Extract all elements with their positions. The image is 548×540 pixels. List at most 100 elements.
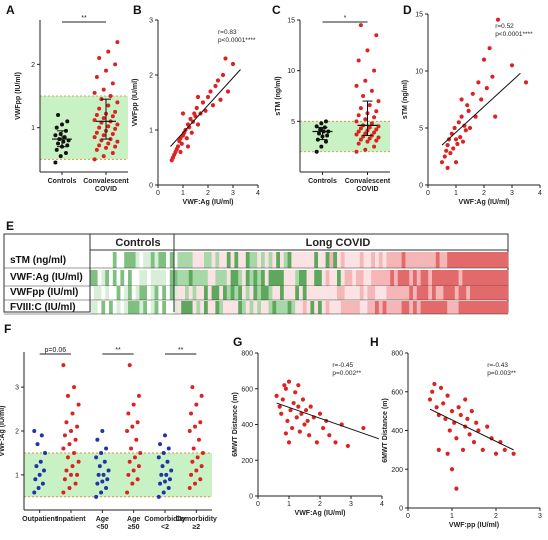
heatmap-cell [306,270,311,286]
data-point [115,40,120,45]
data-point [101,154,106,159]
heatmap-cell [337,270,342,286]
data-point [356,113,361,118]
data-point [307,433,312,438]
data-point [215,78,221,83]
data-point [200,450,205,455]
comparison-label: p=0.06 [45,347,67,354]
heatmap-cell [390,270,395,286]
data-point [220,72,226,78]
heatmap-cell [135,286,140,300]
data-point [198,420,203,425]
heatmap-cell [124,286,129,300]
data-point [308,404,313,409]
heatmap-cell [116,270,121,286]
data-point [432,381,437,387]
heatmap-cell [192,301,197,314]
data-point [493,451,499,456]
data-point [73,481,78,486]
data-point [358,23,363,28]
heatmap-cell [397,301,402,314]
x-tick-label: 4 [538,190,542,197]
heatmap-cell [318,252,323,268]
data-point [361,94,366,98]
heatmap-cell [162,252,167,268]
heatmap-cell [485,252,490,268]
heatmap-cell [181,286,186,300]
heatmap-cell [257,301,262,314]
heatmap-cell [280,301,285,314]
heatmap-cell [454,286,459,300]
heatmap-cell [348,286,353,300]
data-point [447,428,452,433]
heatmap-cell [416,286,421,300]
heatmap-cell [363,301,368,314]
data-point [291,400,296,406]
heatmap-cell [120,270,125,286]
y-axis-label: VWFpp (IU/ml) [132,79,139,127]
y-axis-label: 6MWT Distance (m) [382,398,389,463]
heatmap-cell [466,252,471,268]
heatmap-cell [394,270,399,286]
heatmap-cell [492,252,497,268]
heatmap-cell [249,252,254,268]
heatmap-cell [466,270,471,286]
data-point [97,143,102,148]
data-point [36,486,41,491]
heatmap-cell [272,301,277,314]
heatmap-cell [378,270,383,286]
data-point [363,131,368,136]
data-point [32,490,37,495]
heatmap-cell [245,301,250,314]
x-tick-label: Controls [48,178,77,185]
heatmap-cell [363,252,368,268]
heatmap-cell [378,252,383,268]
data-point [441,401,446,406]
heatmap-cell [283,252,288,268]
heatmap-cell [253,286,258,300]
heatmap-cell [150,301,155,314]
data-point [356,58,361,63]
heatmap-cell [215,270,220,286]
heatmap-cell [139,286,144,300]
heatmap-cell [428,301,433,314]
data-point [487,46,492,51]
heatmap-cell [245,286,250,300]
heatmap-cell [276,301,281,314]
data-point [283,431,288,436]
heatmap-cell [261,270,266,286]
data-point [453,137,459,142]
heatmap-cell [226,301,231,314]
regression-line [441,72,521,146]
data-point [187,429,192,433]
heatmap-cell [120,252,125,268]
heatmap-cell [401,286,406,300]
heatmap-cell [291,270,296,286]
heatmap-cell [359,301,364,314]
heatmap-cell [93,252,98,268]
heatmap-cell [97,286,102,300]
y-tick-label: 800 [391,351,403,358]
heatmap-cell [451,286,456,300]
heatmap-cell [500,301,505,314]
data-point [205,94,211,100]
data-point [194,105,199,111]
data-point [92,157,97,162]
heatmap-cell [234,270,239,286]
data-point [99,490,104,495]
heatmap-cell [420,252,425,268]
data-point [454,486,459,491]
x-tick-label: Controls [308,178,337,185]
data-point [196,437,201,442]
heatmap-cell [268,252,273,268]
y-tick-label: 600 [241,386,253,393]
data-point [104,145,108,150]
x-tick-label: Comorbidity ≥2 [176,516,217,531]
heatmap-cell [310,252,315,268]
data-point [38,459,43,464]
heatmap-cell [333,301,338,314]
heatmap-cell [409,301,414,314]
data-point [317,131,322,136]
y-tick-label: 400 [241,422,253,429]
data-point [465,103,470,108]
